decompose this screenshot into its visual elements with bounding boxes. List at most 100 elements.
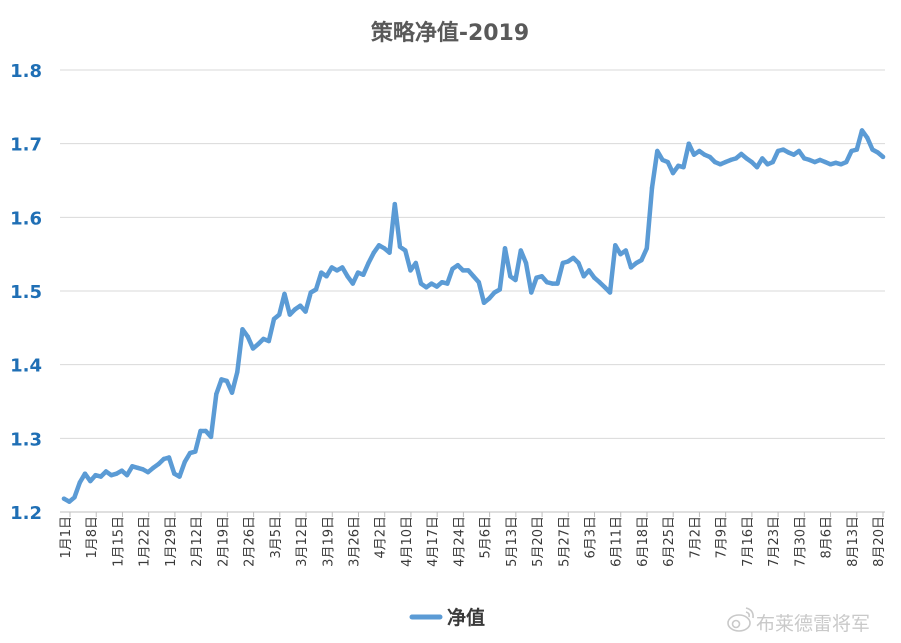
data-point: [760, 156, 765, 161]
x-tick-label: 4月24日: [452, 516, 467, 567]
data-point: [350, 281, 355, 286]
data-point: [865, 135, 870, 140]
data-point: [702, 152, 707, 157]
data-point: [245, 334, 250, 339]
data-point: [235, 369, 240, 375]
data-point: [744, 156, 749, 161]
data-point: [534, 275, 539, 280]
data-point: [544, 280, 550, 285]
data-point: [429, 281, 434, 286]
data-point: [565, 259, 571, 264]
series-layer: [61, 128, 886, 504]
data-point: [466, 268, 471, 273]
data-point: [723, 159, 728, 165]
data-point: [649, 185, 655, 191]
data-point: [292, 307, 298, 312]
watermark-text: 布莱德雷将军: [756, 613, 870, 635]
data-point: [250, 346, 256, 351]
data-point: [172, 471, 177, 476]
data-point: [739, 151, 744, 157]
x-tick-label: 1月22日: [138, 516, 153, 567]
x-tick-label: 6月25日: [662, 516, 677, 567]
data-point: [802, 156, 807, 161]
data-point: [665, 159, 670, 165]
data-point: [392, 201, 397, 207]
data-point: [460, 268, 466, 273]
data-point: [718, 162, 723, 167]
x-tick-label: 8月20日: [872, 516, 887, 567]
y-tick-label: 1.7: [10, 135, 42, 156]
data-point: [849, 148, 854, 154]
data-point: [487, 296, 492, 301]
data-point: [140, 467, 145, 472]
data-point: [161, 456, 166, 462]
x-tick-label: 8月6日: [820, 516, 835, 559]
data-point: [298, 303, 303, 308]
data-point: [691, 152, 697, 157]
data-point: [870, 147, 875, 152]
data-point: [828, 162, 833, 167]
data-point: [103, 469, 109, 474]
data-point: [765, 162, 770, 167]
y-tick-label: 1.5: [10, 282, 42, 303]
data-point: [833, 160, 838, 165]
data-point: [387, 250, 392, 255]
data-point: [539, 274, 544, 279]
data-point: [229, 390, 235, 395]
data-point: [109, 473, 114, 478]
data-point: [697, 148, 702, 154]
data-point: [513, 277, 518, 283]
data-point: [455, 263, 460, 268]
x-tick-label: 5月13日: [505, 516, 520, 567]
data-point: [282, 291, 287, 297]
data-point: [581, 274, 586, 279]
data-point: [571, 255, 576, 261]
data-point: [355, 270, 361, 275]
data-point: [61, 496, 67, 501]
data-point: [670, 170, 676, 176]
data-point: [518, 248, 523, 253]
data-point: [208, 434, 214, 440]
x-tick-label: 5月20日: [531, 516, 546, 567]
data-point: [303, 309, 308, 314]
data-point: [655, 148, 660, 154]
x-tick-label: 5月6日: [479, 516, 494, 559]
data-point: [408, 268, 413, 273]
data-point: [135, 465, 140, 470]
x-tick-label: 8月13日: [846, 516, 861, 567]
data-point: [555, 281, 560, 286]
data-point: [177, 474, 182, 479]
data-point: [854, 147, 859, 152]
y-tick-label: 1.6: [10, 208, 42, 229]
data-point: [371, 250, 376, 255]
x-tick-label: 1月1日: [59, 516, 74, 559]
y-axis-ticks: 1.2 1.3 1.4 1.5 1.6 1.7 1.8: [10, 61, 42, 524]
data-point: [93, 473, 98, 478]
y-tick-label: 1.2: [10, 503, 42, 524]
x-tick-label: 7月9日: [715, 516, 730, 559]
data-point: [560, 260, 565, 266]
data-point: [602, 285, 607, 290]
y-tick-label: 1.3: [10, 429, 42, 450]
data-point: [628, 265, 634, 270]
watermark: 布莱德雷将军: [727, 607, 870, 635]
data-point: [439, 280, 445, 285]
x-tick-label: 7月16日: [741, 516, 756, 567]
data-point: [796, 148, 802, 154]
x-tick-label: 1月29日: [164, 516, 179, 567]
data-point: [114, 471, 119, 476]
x-tick-label: 3月12日: [295, 516, 310, 567]
data-point: [334, 268, 340, 273]
data-point: [476, 280, 481, 285]
data-point: [812, 159, 817, 165]
data-point: [198, 428, 203, 434]
data-point: [686, 141, 691, 146]
x-tick-label: 2月19日: [216, 516, 231, 567]
data-point: [733, 156, 739, 161]
data-point: [130, 464, 135, 469]
data-point: [660, 157, 665, 163]
data-point: [214, 391, 219, 397]
data-point: [156, 461, 161, 467]
data-point: [707, 154, 712, 160]
data-point: [287, 312, 292, 317]
